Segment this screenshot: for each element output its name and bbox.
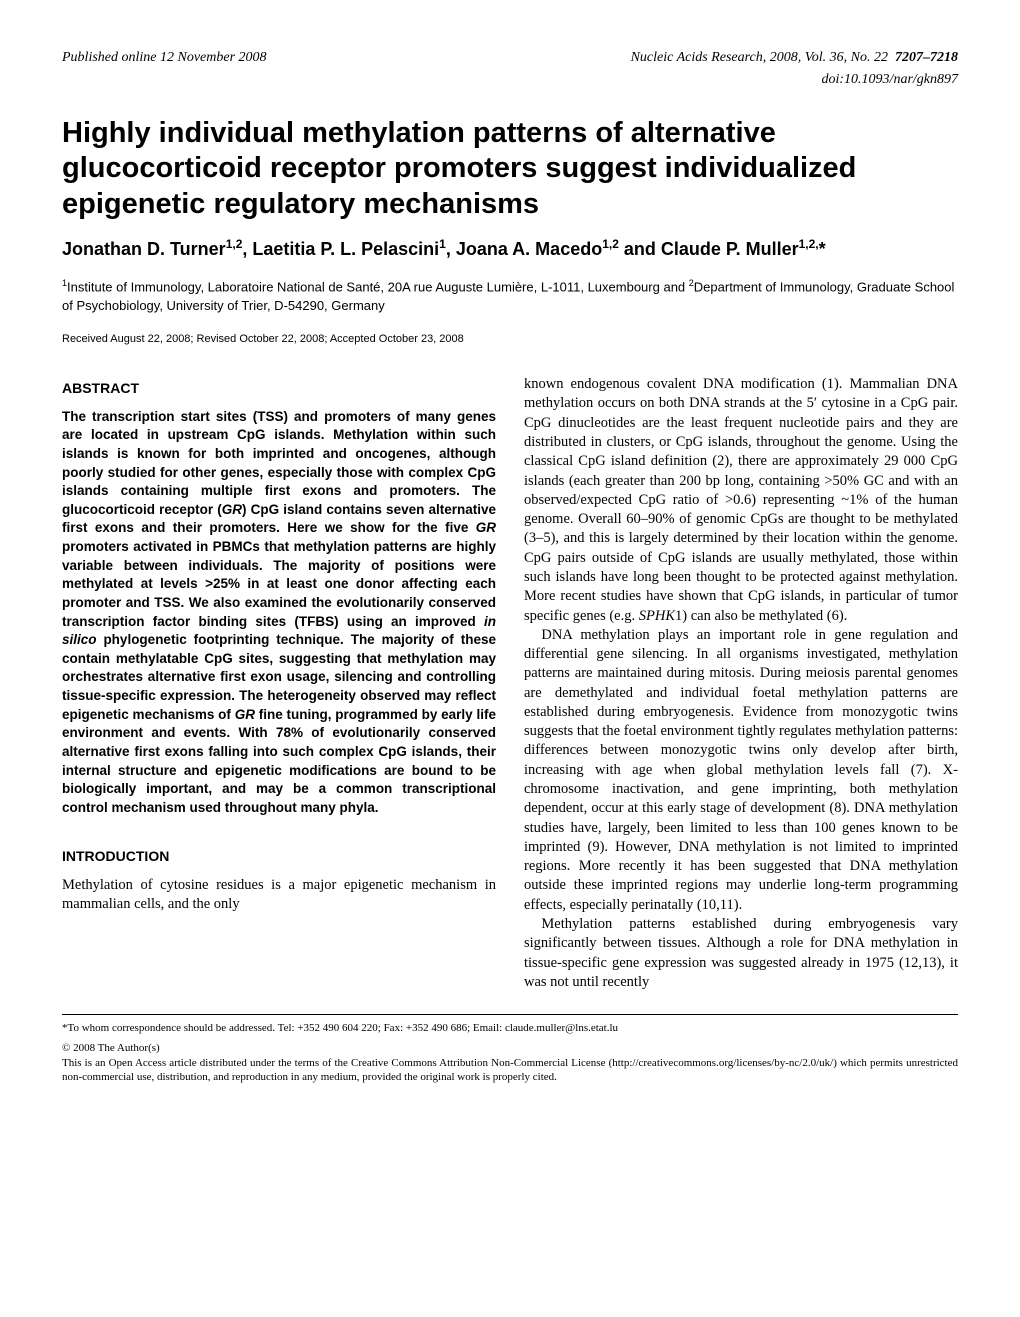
article-dates: Received August 22, 2008; Revised Octobe… [62, 333, 958, 345]
doi: doi:10.1093/nar/gkn897 [62, 72, 958, 88]
abstract-heading: ABSTRACT [62, 379, 496, 398]
copyright-line: © 2008 The Author(s) [62, 1041, 958, 1055]
body-paragraph: DNA methylation plays an important role … [524, 626, 958, 915]
introduction-left-fragment: Methylation of cytosine residues is a ma… [62, 876, 496, 915]
correspondence-note: *To whom correspondence should be addres… [62, 1021, 958, 1035]
journal-info: Nucleic Acids Research, 2008, Vol. 36, N… [631, 50, 958, 66]
affiliations: 1Institute of Immunology, Laboratoire Na… [62, 277, 958, 315]
abstract-text: The transcription start sites (TSS) and … [62, 408, 496, 818]
left-column: ABSTRACT The transcription start sites (… [62, 375, 496, 992]
license-text: This is an Open Access article distribut… [62, 1056, 958, 1085]
footer: *To whom correspondence should be addres… [62, 1014, 958, 1084]
article-title: Highly individual methylation patterns o… [62, 116, 958, 222]
introduction-heading: INTRODUCTION [62, 847, 496, 866]
body-paragraph: Methylation of cytosine residues is a ma… [62, 876, 496, 915]
body-paragraph: Methylation patterns established during … [524, 915, 958, 992]
body-paragraph: known endogenous covalent DNA modificati… [524, 375, 958, 626]
author-list: Jonathan D. Turner1,2, Laetitia P. L. Pe… [62, 236, 958, 261]
running-header: Published online 12 November 2008 Nuclei… [62, 50, 958, 66]
two-column-body: ABSTRACT The transcription start sites (… [62, 375, 958, 992]
published-date: Published online 12 November 2008 [62, 50, 267, 66]
right-column: known endogenous covalent DNA modificati… [524, 375, 958, 992]
